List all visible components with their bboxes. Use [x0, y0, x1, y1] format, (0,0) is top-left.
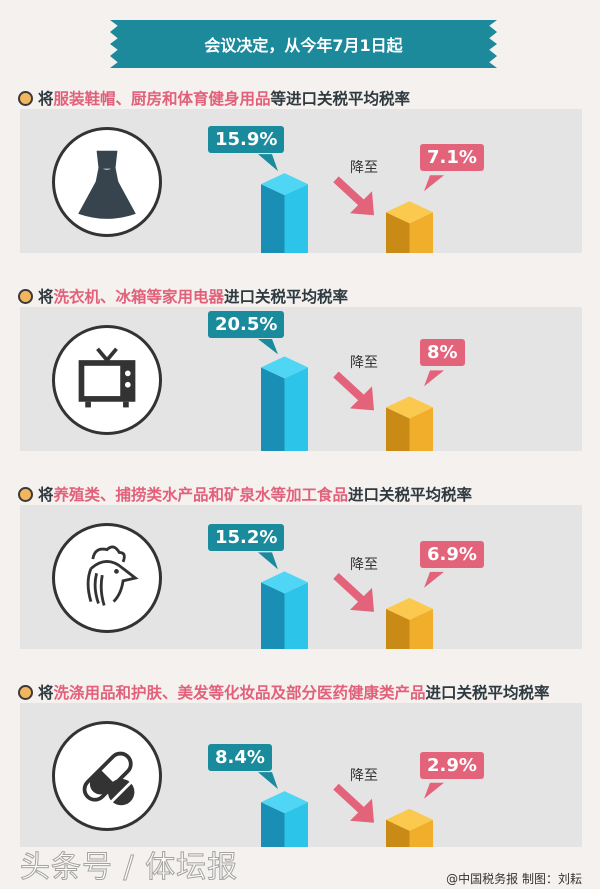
- after-callout-tail: [424, 782, 444, 799]
- after-callout-tail: [424, 175, 444, 192]
- after-value-label: 2.9%: [420, 751, 484, 779]
- heading-suffix: 进口关税平均税率: [425, 684, 550, 702]
- tariff-section: 将 养殖类、捕捞类水产品和矿泉水等加工食品 进口关税平均税率 15.2% 6.9…: [0, 483, 600, 673]
- heading-prefix: 将: [38, 684, 54, 702]
- down-arrow-icon: [333, 783, 374, 823]
- before-callout-tail: [258, 772, 278, 790]
- chart-panel: 8.4% 2.9% 降至: [20, 703, 582, 847]
- bar-before: [261, 791, 308, 847]
- bar-before: [261, 571, 308, 649]
- section-heading: 将 养殖类、捕捞类水产品和矿泉水等加工食品 进口关税平均税率: [18, 483, 472, 505]
- before-value-label: 15.9%: [208, 126, 285, 154]
- heading-suffix: 进口关税平均税率: [224, 288, 349, 306]
- before-value-label: 15.2%: [208, 524, 285, 552]
- bar-chart: [258, 339, 444, 451]
- heading-highlight: 洗涤用品和护肤、美发等化妆品及部分医药健康类产品: [53, 684, 426, 702]
- section-heading: 将 洗涤用品和护肤、美发等化妆品及部分医药健康类产品 进口关税平均税率: [18, 681, 550, 703]
- watermark: 头条号 / 体坛报: [19, 850, 239, 885]
- heading-highlight: 服装鞋帽、厨房和体育健身用品: [53, 90, 271, 108]
- heading-suffix: 等进口关税平均税率: [270, 90, 411, 108]
- tariff-section: 将 洗涤用品和护肤、美发等化妆品及部分医药健康类产品 进口关税平均税率 8.4%…: [0, 681, 600, 871]
- chart-panel: 15.9% 7.1% 降至: [20, 109, 582, 253]
- footer-credit: @中国税务报 制图：刘耘: [446, 872, 582, 886]
- bullet-dot: [18, 288, 33, 304]
- bar-before: [261, 356, 308, 451]
- heading-highlight: 养殖类、捕捞类水产品和矿泉水等加工食品: [53, 486, 349, 504]
- bullet-dot: [18, 684, 33, 700]
- bar-after: [386, 808, 433, 847]
- down-arrow-icon: [333, 572, 374, 612]
- tariff-section: 将 洗衣机、冰箱等家用电器 进口关税平均税率 20.5% 8% 降至: [0, 285, 600, 475]
- heading-prefix: 将: [38, 288, 54, 306]
- before-callout-tail: [258, 154, 278, 172]
- down-arrow-icon: [333, 371, 374, 411]
- bar-after: [386, 597, 433, 649]
- bar-chart: [258, 154, 444, 253]
- heading-prefix: 将: [38, 90, 54, 108]
- chart-panel: 15.2% 6.9% 降至: [20, 505, 582, 649]
- drop-label: 降至: [350, 767, 378, 784]
- tv-icon: [52, 325, 162, 435]
- before-value-label: 20.5%: [208, 311, 285, 338]
- after-value-label: 7.1%: [420, 144, 484, 172]
- heading-highlight: 洗衣机、冰箱等家用电器: [53, 288, 225, 306]
- section-heading: 将 服装鞋帽、厨房和体育健身用品 等进口关税平均税率: [18, 87, 410, 109]
- before-callout-tail: [258, 339, 278, 355]
- drop-label: 降至: [350, 556, 378, 573]
- drop-label: 降至: [350, 160, 378, 177]
- after-value-label: 6.9%: [420, 540, 484, 568]
- after-value-label: 8%: [420, 339, 465, 367]
- bar-before: [261, 173, 308, 253]
- down-arrow-icon: [333, 176, 374, 216]
- drop-label: 降至: [350, 355, 378, 372]
- before-value-label: 8.4%: [208, 744, 272, 772]
- bullet-dot: [18, 90, 33, 106]
- chart-panel: 20.5% 8% 降至: [20, 307, 582, 451]
- title-banner: 会议决定，从今年7月1日起: [110, 20, 497, 68]
- pill-icon: [52, 721, 162, 831]
- heading-prefix: 将: [38, 486, 54, 504]
- heading-suffix: 进口关税平均税率: [348, 486, 473, 504]
- after-callout-tail: [424, 571, 444, 588]
- after-callout-tail: [424, 370, 444, 387]
- bar-chart: [258, 552, 444, 649]
- section-heading: 将 洗衣机、冰箱等家用电器 进口关税平均税率: [18, 285, 348, 307]
- before-callout-tail: [258, 552, 278, 570]
- dress-icon: [52, 127, 162, 237]
- bullet-dot: [18, 486, 33, 502]
- bar-after: [386, 396, 433, 451]
- bar-chart: [258, 772, 444, 847]
- bar-after: [386, 201, 433, 253]
- tariff-section: 将 服装鞋帽、厨房和体育健身用品 等进口关税平均税率 15.9% 7.1% 降至: [0, 87, 600, 277]
- rooster-icon: [52, 523, 162, 633]
